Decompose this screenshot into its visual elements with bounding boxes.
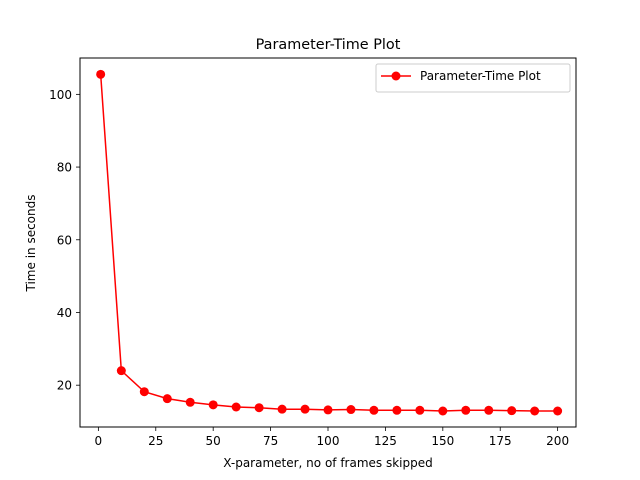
data-point bbox=[530, 406, 540, 416]
x-tick-label: 100 bbox=[317, 434, 340, 448]
legend-marker-swatch bbox=[391, 71, 401, 81]
series-line bbox=[99, 74, 558, 412]
legend: Parameter-Time Plot bbox=[375, 63, 571, 93]
plot-area bbox=[79, 57, 577, 428]
y-tick-label: 100 bbox=[49, 88, 72, 102]
data-point bbox=[507, 406, 517, 416]
data-point bbox=[185, 397, 195, 407]
data-point bbox=[231, 402, 241, 412]
y-tick-label: 20 bbox=[57, 379, 72, 393]
data-point bbox=[139, 387, 149, 397]
y-tick-label: 60 bbox=[57, 233, 72, 247]
data-point bbox=[461, 405, 471, 415]
data-point bbox=[415, 405, 425, 415]
x-tick-label: 150 bbox=[431, 434, 454, 448]
data-point bbox=[96, 69, 106, 79]
data-point bbox=[553, 406, 563, 416]
axis-ticks: 0 25 50 75 100 125 150 175 200 20 40 60 80 100 bbox=[49, 88, 569, 448]
data-point bbox=[254, 403, 264, 413]
x-tick-label: 0 bbox=[95, 434, 103, 448]
x-tick-label: 200 bbox=[546, 434, 569, 448]
x-tick-label: 125 bbox=[374, 434, 397, 448]
x-tick-label: 75 bbox=[263, 434, 278, 448]
x-axis-label: X-parameter, no of frames skipped bbox=[223, 456, 433, 470]
y-axis-label: Time in seconds bbox=[24, 195, 38, 293]
data-point bbox=[116, 366, 126, 376]
data-point bbox=[208, 400, 218, 410]
chart-title: Parameter-Time Plot bbox=[256, 37, 401, 53]
y-tick-label: 80 bbox=[57, 161, 72, 175]
data-point bbox=[392, 405, 402, 415]
legend-label: Parameter-Time Plot bbox=[420, 69, 541, 83]
data-point bbox=[438, 406, 448, 416]
y-tick-label: 40 bbox=[57, 306, 72, 320]
legend-box bbox=[375, 63, 571, 93]
data-point bbox=[300, 404, 310, 414]
data-point bbox=[323, 405, 333, 415]
data-point bbox=[277, 404, 287, 414]
x-tick-label: 25 bbox=[148, 434, 163, 448]
data-point bbox=[162, 394, 172, 404]
data-point bbox=[369, 405, 379, 415]
data-point bbox=[484, 405, 494, 415]
series-layer bbox=[96, 69, 563, 416]
x-tick-label: 175 bbox=[489, 434, 512, 448]
data-point bbox=[346, 405, 356, 415]
x-tick-label: 50 bbox=[206, 434, 221, 448]
